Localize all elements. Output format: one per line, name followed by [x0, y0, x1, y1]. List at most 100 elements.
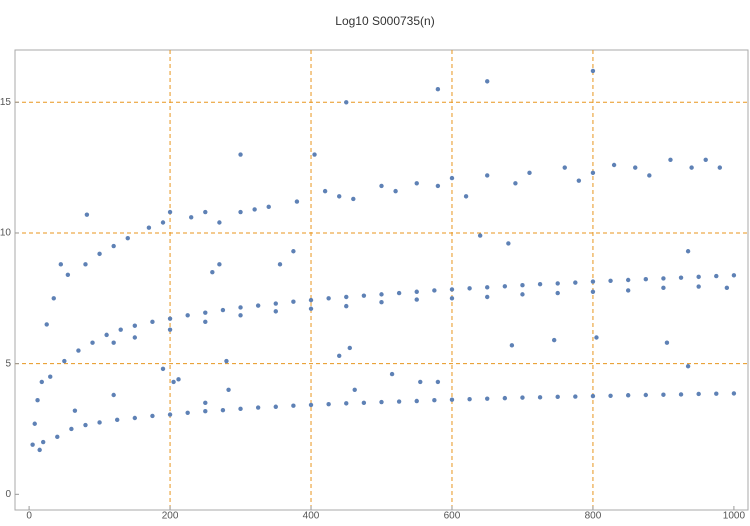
- point: [502, 284, 508, 289]
- point: [396, 399, 402, 404]
- y-tick-label: 0: [5, 489, 11, 500]
- point: [467, 286, 472, 291]
- point: [537, 395, 543, 400]
- point: [435, 379, 441, 385]
- point: [393, 188, 398, 194]
- point: [576, 178, 582, 183]
- point: [717, 165, 723, 170]
- point: [84, 212, 90, 217]
- point: [125, 235, 130, 241]
- point: [414, 289, 419, 294]
- point: [277, 262, 283, 267]
- plot-frame: [14, 49, 749, 511]
- point: [347, 345, 352, 351]
- x-tick-label: 400: [303, 511, 320, 521]
- point: [171, 379, 176, 385]
- point: [520, 292, 525, 297]
- point: [273, 404, 278, 409]
- point: [379, 300, 384, 305]
- point: [731, 391, 737, 396]
- point: [226, 387, 231, 392]
- point: [185, 313, 190, 318]
- point: [322, 188, 328, 194]
- point: [590, 279, 596, 284]
- point: [414, 398, 419, 404]
- point: [167, 316, 173, 321]
- point: [485, 79, 490, 84]
- point: [594, 335, 599, 340]
- point: [30, 442, 35, 447]
- point: [217, 262, 222, 267]
- point: [611, 162, 617, 168]
- point: [273, 309, 278, 314]
- point: [714, 391, 719, 396]
- point: [65, 272, 71, 277]
- point: [273, 301, 278, 306]
- point: [291, 299, 296, 304]
- point: [344, 100, 349, 105]
- point: [203, 319, 208, 325]
- point: [731, 273, 737, 278]
- point: [685, 249, 691, 254]
- point: [352, 387, 357, 392]
- point: [220, 307, 226, 313]
- point: [696, 391, 701, 397]
- point: [220, 407, 226, 413]
- chart-title: Log10 S000735(n): [335, 14, 434, 28]
- point: [238, 406, 243, 412]
- point: [97, 251, 102, 257]
- point: [48, 374, 53, 379]
- point: [118, 327, 123, 332]
- point: [379, 399, 384, 405]
- point: [210, 269, 215, 275]
- point: [90, 340, 95, 345]
- point: [114, 417, 120, 423]
- point: [238, 313, 243, 318]
- point: [520, 395, 525, 400]
- point: [32, 421, 37, 426]
- point: [449, 287, 455, 292]
- point: [252, 207, 257, 212]
- point: [312, 152, 317, 157]
- point: [573, 280, 578, 285]
- point: [696, 284, 701, 289]
- point: [714, 273, 719, 279]
- point: [661, 392, 666, 397]
- point: [167, 327, 173, 332]
- point: [69, 426, 74, 432]
- point: [608, 278, 613, 283]
- y-tick-label: 15: [0, 97, 11, 108]
- point: [696, 274, 701, 280]
- point: [344, 303, 349, 309]
- point: [167, 412, 173, 417]
- point: [308, 306, 314, 311]
- point: [266, 204, 271, 210]
- x-tick-label: 600: [444, 511, 461, 521]
- point: [39, 379, 44, 385]
- point: [432, 288, 437, 293]
- point: [590, 393, 596, 399]
- x-tick-label: 200: [162, 511, 179, 521]
- point: [573, 394, 578, 399]
- point: [217, 220, 222, 225]
- point: [477, 233, 483, 238]
- point: [51, 296, 56, 301]
- point: [291, 249, 296, 254]
- point: [361, 400, 367, 406]
- point: [203, 409, 208, 414]
- point: [167, 209, 173, 215]
- point: [664, 340, 670, 345]
- x-tick-label: 1000: [723, 511, 746, 521]
- point: [55, 434, 60, 440]
- point: [689, 165, 694, 170]
- point: [308, 297, 314, 303]
- point: [724, 285, 730, 291]
- point: [608, 393, 613, 398]
- point: [661, 276, 666, 281]
- x-tick-label: 800: [585, 511, 602, 521]
- point: [633, 165, 638, 170]
- point: [678, 392, 684, 397]
- point: [379, 292, 384, 297]
